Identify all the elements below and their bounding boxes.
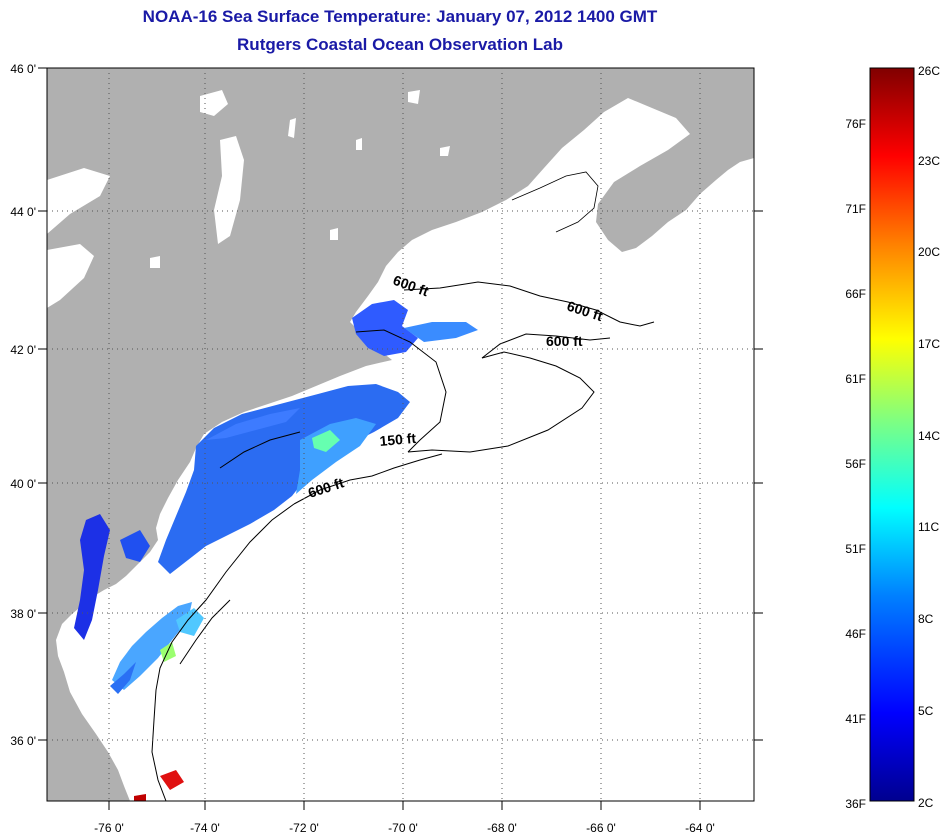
colorbar-c-label: 26C <box>918 64 940 78</box>
colorbar-f-label: 36F <box>845 797 866 811</box>
lon-label: -76 0' <box>94 821 124 835</box>
land-nova-scotia <box>734 110 754 158</box>
colorbar-c-label: 20C <box>918 245 940 259</box>
map-frame <box>46 67 755 802</box>
lon-label: -70 0' <box>388 821 418 835</box>
lakes <box>47 90 450 308</box>
sst-chesapeake <box>74 514 110 640</box>
lat-label: 36 0' <box>10 734 36 748</box>
contour-label: 600 ft <box>546 333 583 349</box>
colorbar-f-label: 61F <box>845 372 866 386</box>
colorbar-f-label: 66F <box>845 287 866 301</box>
depth-contours <box>151 281 655 801</box>
colorbar-c-label: 17C <box>918 337 940 351</box>
map-subtitle: Rutgers Coastal Ocean Observation Lab <box>237 35 563 54</box>
lon-label: -66 0' <box>586 821 616 835</box>
lon-label: -68 0' <box>487 821 517 835</box>
map-title: NOAA-16 Sea Surface Temperature: January… <box>142 7 658 26</box>
sst-hatteras-green <box>160 642 176 662</box>
lat-label: 40 0' <box>10 477 36 491</box>
coast-bay-of-fundy <box>511 171 599 233</box>
lat-label: 42 0' <box>10 343 36 357</box>
sst-delaware-bay <box>120 530 150 562</box>
colorbar-f-label: 76F <box>845 117 866 131</box>
colorbar <box>869 67 915 802</box>
colorbar-c-label: 5C <box>918 704 934 718</box>
gridlines <box>47 68 754 801</box>
colorbar-c-label: 14C <box>918 429 940 443</box>
lon-label: -64 0' <box>685 821 715 835</box>
lat-label: 44 0' <box>10 205 36 219</box>
sst-hatteras-teal <box>176 608 204 636</box>
contour-label: 150 ft <box>379 430 417 449</box>
colorbar-f-label: 41F <box>845 712 866 726</box>
lon-label: -72 0' <box>289 821 319 835</box>
colorbar-f-label: 71F <box>845 202 866 216</box>
lon-label: -74 0' <box>190 821 220 835</box>
colorbar-f-label: 56F <box>845 457 866 471</box>
sst-gulf-stream-warm-2 <box>134 794 146 801</box>
sst-shelf-green <box>312 430 340 452</box>
colorbar-c-label: 11C <box>918 520 939 534</box>
sst-gulf-maine-east <box>404 322 478 342</box>
sst-mid-atlantic-inner <box>110 662 136 694</box>
lat-label: 38 0' <box>10 607 36 621</box>
axis-ticks <box>38 67 763 810</box>
sst-gulf-stream-warm <box>160 770 184 790</box>
colorbar-c-label: 2C <box>918 796 934 810</box>
land-mainland <box>47 68 754 801</box>
colorbar-c-label: 8C <box>918 612 934 626</box>
sst-gulf-of-maine <box>352 300 418 356</box>
colorbar-f-label: 51F <box>845 542 866 556</box>
colorbar-f-label: 46F <box>845 627 866 641</box>
sst-long-island-sound <box>206 408 300 440</box>
colorbar-c-label: 23C <box>918 154 940 168</box>
lat-label: 46 0' <box>10 62 36 76</box>
